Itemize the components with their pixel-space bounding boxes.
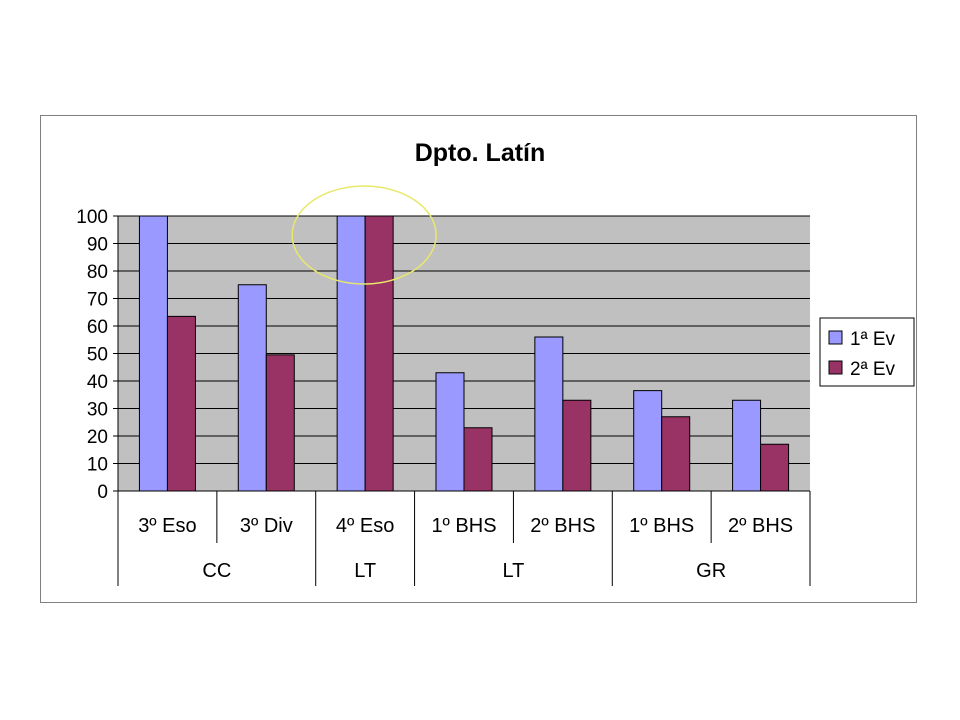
y-tick-label: 30: [87, 400, 108, 421]
bar-series-2: [265, 354, 295, 492]
y-tick-label: 100: [76, 207, 108, 228]
bar-series-1: [435, 372, 465, 492]
y-tick-label: 70: [87, 290, 108, 311]
category-label: 3º Div: [240, 515, 293, 537]
y-tick-label: 60: [87, 317, 108, 338]
legend-box: [819, 317, 915, 387]
legend-swatch: [828, 360, 843, 375]
group-label: LT: [502, 560, 524, 582]
y-tick-label: 10: [87, 455, 108, 476]
highlight-ellipse: [291, 185, 437, 285]
legend-label: 1ª Ev: [850, 329, 896, 350]
bar-series-1: [138, 215, 168, 492]
y-tick-label: 20: [87, 427, 108, 448]
bar-series-1: [534, 336, 564, 492]
group-label: CC: [202, 560, 231, 582]
bar-series-2: [562, 399, 592, 492]
category-label: 1º BHS: [431, 515, 496, 537]
legend-swatch: [828, 330, 843, 345]
bar-series-2: [760, 443, 790, 492]
category-label: 4º Eso: [336, 515, 394, 537]
y-tick-label: 40: [87, 372, 108, 393]
bar-series-2: [166, 315, 196, 492]
bar-series-1: [336, 215, 366, 492]
chart-frame: Dpto. Latín 0 10 20 30 40 50 60 70 80 90 100 3º Es…: [40, 115, 917, 603]
axes: [113, 215, 811, 586]
y-tick-label: 0: [97, 482, 108, 503]
group-label: LT: [354, 560, 376, 582]
group-label: GR: [696, 560, 726, 582]
category-label: 2º BHS: [728, 515, 793, 537]
bars: [138, 215, 790, 492]
bar-series-2: [364, 215, 394, 492]
bar-chart: Dpto. Latín 0 10 20 30 40 50 60 70 80 90 100 3º Es…: [76, 139, 915, 586]
bar-series-1: [633, 390, 663, 492]
chart-title: Dpto. Latín: [415, 139, 546, 167]
legend: 1ª Ev 2ª Ev: [819, 317, 915, 387]
bar-series-1: [237, 284, 267, 492]
annotations: [291, 185, 437, 285]
y-tick-label: 90: [87, 235, 108, 256]
category-label: 2º BHS: [530, 515, 595, 537]
bar-series-2: [463, 427, 493, 492]
category-label: 3º Eso: [138, 515, 196, 537]
bar-series-2: [661, 416, 691, 492]
category-label: 1º BHS: [629, 515, 694, 537]
bar-series-1: [732, 399, 762, 492]
x-axis-categories: 3º Eso 3º Div 4º Eso 1º BHS 2º BHS 1º BHS 2º B…: [138, 515, 793, 582]
y-axis-ticks: 0 10 20 30 40 50 60 70 80 90 100: [76, 207, 108, 503]
y-tick-label: 50: [87, 345, 108, 366]
legend-label: 2ª Ev: [850, 359, 896, 380]
y-tick-label: 80: [87, 262, 108, 283]
